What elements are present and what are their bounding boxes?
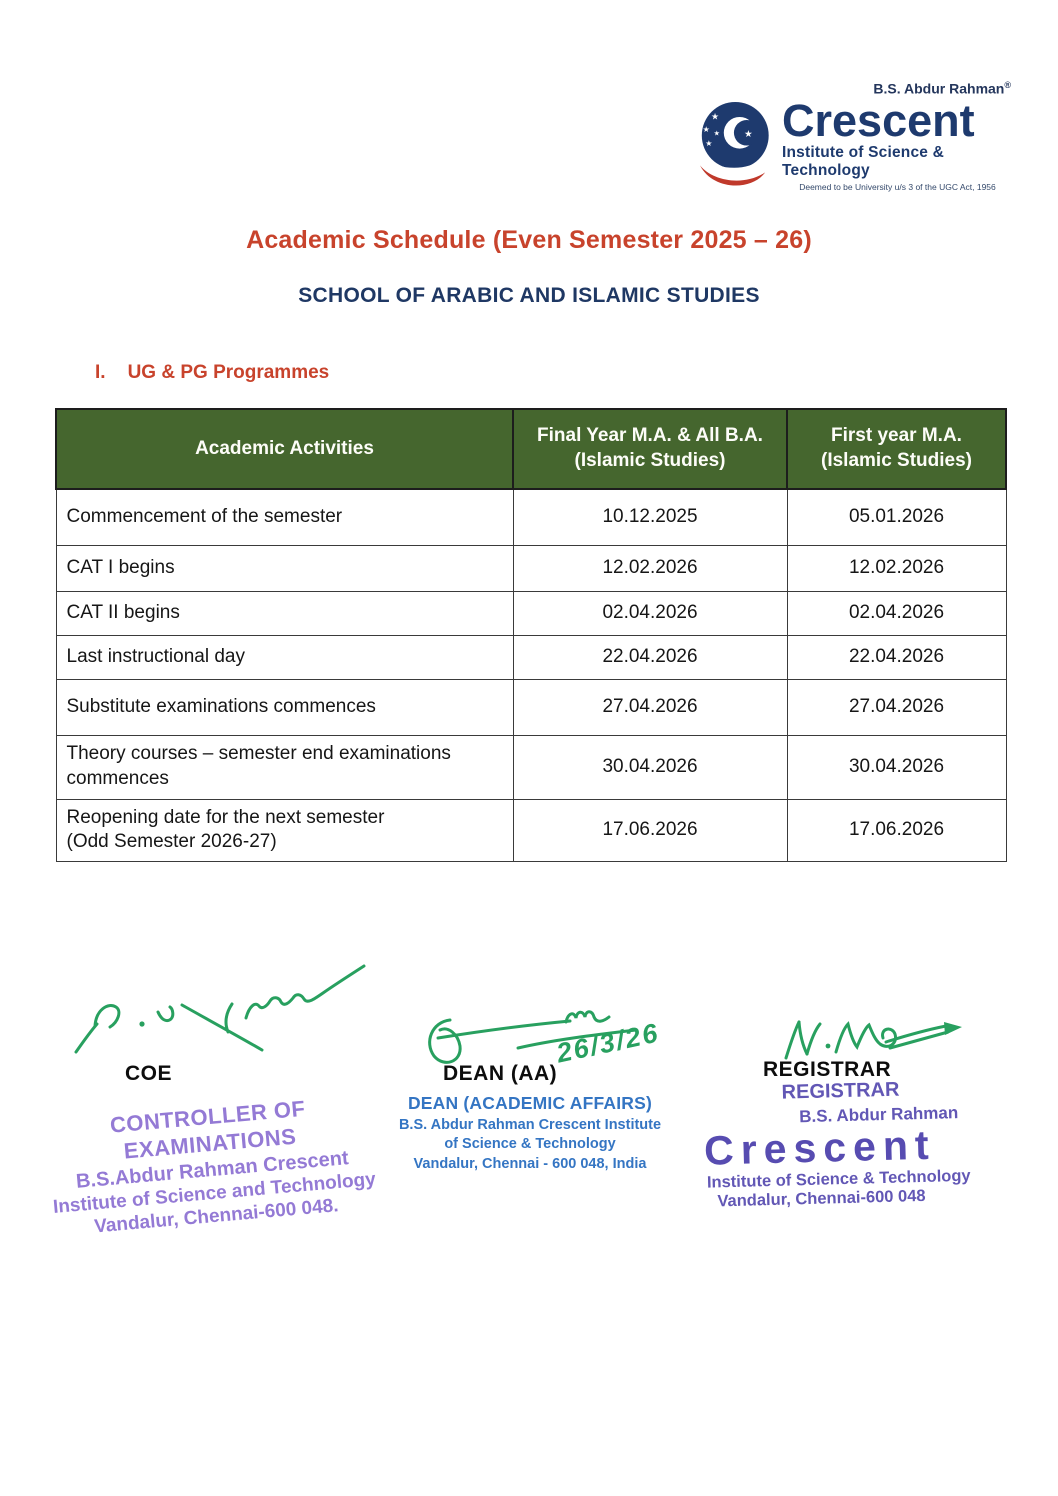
svg-text:★: ★ [703, 125, 710, 134]
final-year-date-cell: 12.02.2026 [512, 544, 788, 592]
final-year-date-cell: 27.04.2026 [512, 678, 788, 736]
activity-cell: Last instructional day [55, 634, 514, 680]
table-header-row: Academic Activities Final Year M.A. & Al… [55, 408, 1007, 490]
final-year-date-cell: 17.06.2026 [512, 798, 788, 862]
logo-tagline: Deemed to be University u/s 3 of the UGC… [799, 181, 996, 192]
table-row: CAT II begins 02.04.2026 02.04.2026 [55, 590, 1007, 636]
activity-cell: Reopening date for the next semester (Od… [55, 798, 514, 862]
table-row: Commencement of the semester 10.12.2025 … [55, 488, 1007, 546]
school-name: SCHOOL OF ARABIC AND ISLAMIC STUDIES [298, 284, 760, 307]
activity-cell: Theory courses – semester end examinatio… [55, 734, 514, 800]
logo-brand-top: B.S. Abdur Rahman® [693, 80, 1013, 97]
first-year-date-cell: 17.06.2026 [786, 798, 1007, 862]
first-year-date-cell: 22.04.2026 [786, 634, 1007, 680]
table-row: Reopening date for the next semester (Od… [55, 798, 1007, 862]
dean-stamp-line: of Science & Technology [444, 1136, 616, 1153]
first-year-date-cell: 02.04.2026 [786, 590, 1007, 636]
activity-cell: CAT II begins [55, 590, 514, 636]
coe-label: COE [125, 1062, 173, 1085]
crescent-logo: B.S. Abdur Rahman® ★ ★ ★ ★ ★ Crescent In… [693, 80, 1013, 194]
registrar-stamp-line: Crescent [703, 1121, 937, 1174]
column-header-first-year: First year M.A. (Islamic Studies) [786, 408, 1007, 490]
section-title: UG & PG Programmes [127, 362, 330, 383]
section-number: I. [95, 362, 106, 383]
logo-name: Crescent [782, 94, 975, 146]
first-year-date-cell: 30.04.2026 [786, 734, 1007, 800]
registered-trademark-icon: ® [1004, 80, 1011, 90]
logo-brand-top-text: B.S. Abdur Rahman [873, 80, 1005, 97]
registrar-stamp: REGISTRAR B.S. Abdur Rahman Crescent Ins… [686, 1076, 1005, 1212]
column-header-final-year: Final Year M.A. & All B.A. (Islamic Stud… [512, 408, 788, 490]
first-year-date-cell: 12.02.2026 [786, 544, 1007, 592]
table-row: CAT I begins 12.02.2026 12.02.2026 [55, 544, 1007, 592]
column-header-first-year-line1: First year M.A. [831, 425, 962, 447]
crescent-globe-icon: ★ ★ ★ ★ ★ [700, 101, 769, 186]
registrar-stamp-line: REGISTRAR [781, 1078, 900, 1104]
dean-signature-ink [428, 1010, 638, 1064]
coe-stamp: CONTROLLER OF EXAMINATIONS B.S.Abdur Rah… [37, 1089, 387, 1243]
final-year-date-cell: 30.04.2026 [512, 734, 788, 800]
page-title: Academic Schedule (Even Semester 2025 – … [246, 226, 812, 254]
section-heading: I. UG & PG Programmes [95, 362, 329, 384]
column-header-final-year-line1: Final Year M.A. & All B.A. [537, 425, 763, 447]
final-year-date-cell: 02.04.2026 [512, 590, 788, 636]
registrar-label: REGISTRAR [763, 1058, 892, 1081]
schedule-table: Academic Activities Final Year M.A. & Al… [55, 408, 1007, 862]
dean-stamp-line: B.S. Abdur Rahman Crescent Institute [398, 1116, 662, 1133]
activity-cell: Commencement of the semester [55, 488, 514, 546]
column-header-activities: Academic Activities [55, 408, 514, 490]
registrar-signature-ink [784, 1020, 962, 1060]
final-year-date-cell: 10.12.2025 [512, 488, 788, 546]
svg-text:★: ★ [714, 129, 720, 137]
activity-line2: (Odd Semester 2026-27) [66, 831, 277, 853]
first-year-date-cell: 27.04.2026 [786, 678, 1007, 736]
dean-stamp: DEAN (ACADEMIC AFFAIRS) B.S. Abdur Rahma… [398, 1092, 662, 1174]
logo-subtitle: Institute of Science & Technology [782, 143, 945, 179]
dean-label: DEAN (AA) [443, 1062, 558, 1085]
dean-stamp-line: Vandalur, Chennai - 600 048, India [413, 1155, 647, 1172]
final-year-date-cell: 22.04.2026 [512, 634, 788, 680]
first-year-date-cell: 05.01.2026 [786, 488, 1007, 546]
table-row: Theory courses – semester end examinatio… [55, 734, 1007, 800]
svg-text:★: ★ [705, 139, 712, 148]
coe-signature-ink [74, 964, 366, 1054]
logo-text: Crescent Institute of Science & Technolo… [782, 98, 1013, 192]
svg-text:★: ★ [744, 129, 753, 140]
column-header-first-year-line2: (Islamic Studies) [821, 450, 972, 471]
table-row: Last instructional day 22.04.2026 22.04.… [55, 634, 1007, 680]
table-row: Substitute examinations commences 27.04.… [55, 678, 1007, 736]
activity-cell: CAT I begins [55, 544, 514, 592]
activity-line1: Reopening date for the next semester [66, 806, 385, 828]
activity-cell: Substitute examinations commences [55, 678, 514, 736]
svg-text:★: ★ [711, 111, 719, 121]
column-header-final-year-line2: (Islamic Studies) [574, 450, 726, 471]
dean-stamp-line: DEAN (ACADEMIC AFFAIRS) [407, 1093, 653, 1113]
logo-main: ★ ★ ★ ★ ★ Crescent Institute of Science … [693, 98, 1013, 194]
